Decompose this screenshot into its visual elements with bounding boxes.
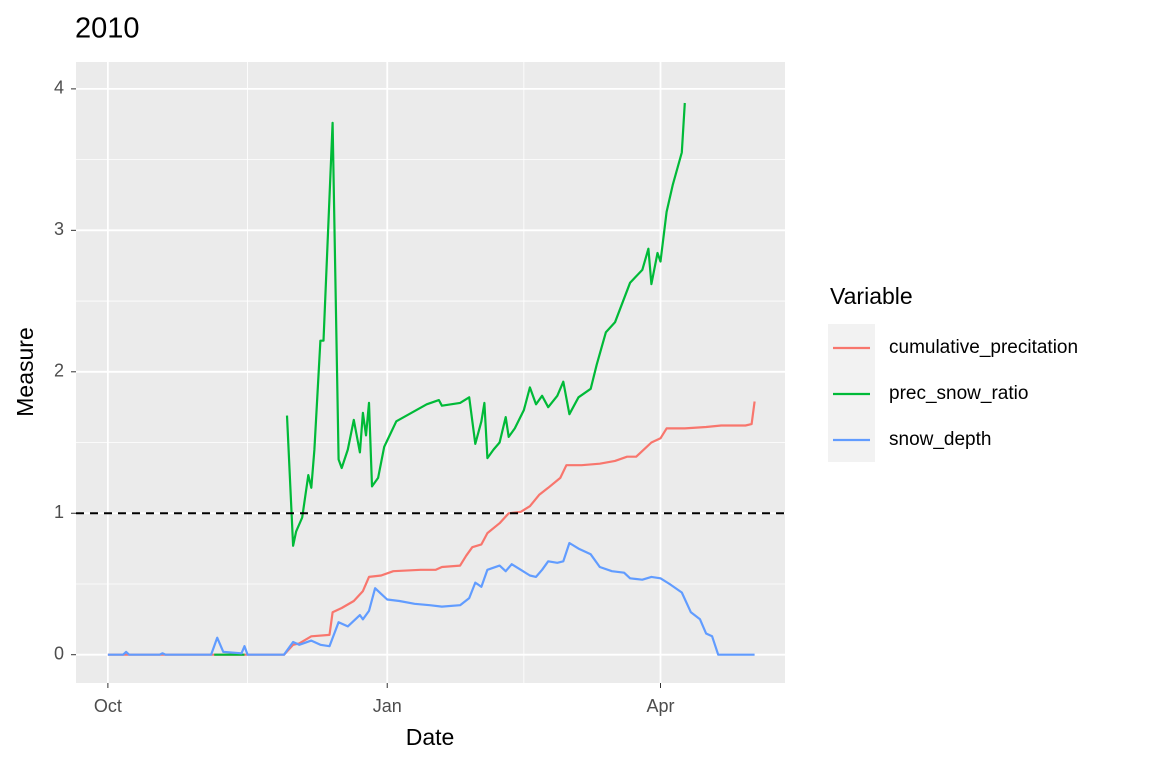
legend-label: snow_depth (889, 429, 991, 450)
series-line (214, 102, 686, 656)
y-tick-label: 4 (54, 78, 64, 98)
x-tick-label: Apr (646, 696, 674, 716)
labels: 0 1 2 3 4 Oct Jan Apr cumulative_precitationprec… (54, 78, 1078, 716)
chart-title: 2010 (75, 13, 140, 45)
y-tick-label: 0 (54, 643, 64, 663)
y-tick-label: 1 (54, 502, 64, 522)
y-axis-label: Measure (12, 327, 38, 416)
x-axis-label: Date (406, 724, 455, 750)
lines (76, 102, 785, 656)
legend-title: Variable (830, 283, 913, 309)
legend-label: cumulative_precitation (889, 337, 1078, 358)
series-line (107, 541, 755, 656)
legend-label: prec_snow_ratio (889, 383, 1028, 404)
y-tick-label: 2 (54, 361, 64, 381)
series-line (107, 401, 756, 656)
y-tick-label: 3 (54, 219, 64, 239)
x-tick-label: Oct (94, 696, 122, 716)
x-tick-label: Jan (373, 696, 402, 716)
